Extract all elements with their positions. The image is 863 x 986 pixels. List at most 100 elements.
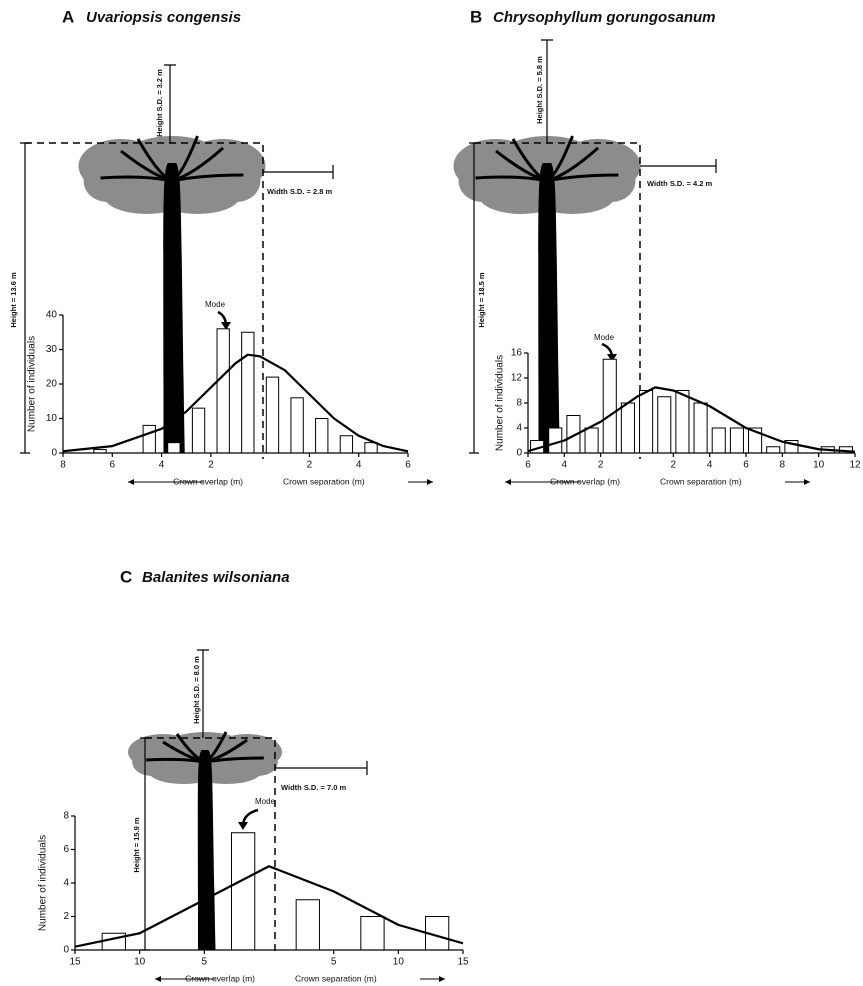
panel-letter: A xyxy=(62,7,74,26)
bar xyxy=(241,331,255,454)
x-tick-label: 5 xyxy=(331,957,337,968)
bar xyxy=(142,424,156,454)
bar xyxy=(101,932,126,951)
width-sd-label: Width S.D. = 7.0 m xyxy=(281,783,346,792)
x-tick-label: 2 xyxy=(307,460,313,471)
fit-curve xyxy=(74,865,464,948)
fit-curve xyxy=(527,386,856,453)
x-tick-label: 15 xyxy=(457,957,469,968)
panel: A Uvariopsis congensis Height = 13.6 m Heig… xyxy=(9,7,433,486)
y-tick-label: 2 xyxy=(63,911,69,922)
y-axis-label: Number of individuals xyxy=(38,835,49,931)
y-tick-label: 40 xyxy=(46,310,58,321)
panel-letter: B xyxy=(470,7,482,26)
y-tick-label: 16 xyxy=(511,348,523,359)
x-tick-label: 4 xyxy=(159,460,165,471)
y-tick-label: 12 xyxy=(511,373,523,384)
x-axis-label-left: Crown overlap (m) xyxy=(173,476,243,486)
height-label: Height = 18.5 m xyxy=(477,272,486,328)
x-axis-label-right: Crown separation (m) xyxy=(295,973,377,983)
x-tick-label: 2 xyxy=(671,460,677,471)
x-axis-label-left: Crown overlap (m) xyxy=(185,973,255,983)
mode-arrow-head xyxy=(607,354,617,362)
bar xyxy=(265,376,280,454)
x-tick-label: 4 xyxy=(562,460,568,471)
fit-curve xyxy=(62,353,409,453)
panel: B Chrysophyllum gorungosanum Height = 18.5… xyxy=(453,7,861,486)
panel-title: Uvariopsis congensis xyxy=(86,9,241,26)
x-axis-label-left: Crown overlap (m) xyxy=(550,476,620,486)
width-sd-bar xyxy=(263,165,334,179)
mode-arrow-head xyxy=(221,322,231,330)
bar xyxy=(729,427,744,454)
y-tick-label: 0 xyxy=(63,945,69,956)
height-sd-bar xyxy=(197,649,209,738)
x-tick-label: 10 xyxy=(134,957,146,968)
y-tick-label: 4 xyxy=(63,878,69,889)
bar xyxy=(766,446,781,454)
bar xyxy=(290,397,304,454)
bar xyxy=(548,427,563,454)
panel-title: Balanites wilsoniana xyxy=(142,569,290,586)
x-tick-label: 6 xyxy=(743,460,749,471)
branch xyxy=(546,173,619,183)
x-tick-label: 8 xyxy=(60,460,66,471)
height-bar xyxy=(20,142,30,454)
y-tick-label: 0 xyxy=(516,448,522,459)
bar xyxy=(711,427,726,454)
panel: C Balanites wilsoniana Height = 15.9 m Heig… xyxy=(38,567,469,983)
y-tick-label: 6 xyxy=(63,844,69,855)
bar xyxy=(339,435,354,454)
width-sd-bar xyxy=(275,761,368,775)
x-axis-label-right: Crown separation (m) xyxy=(283,476,365,486)
x-tick-label: 5 xyxy=(202,957,208,968)
width-sd-label: Width S.D. = 4.2 m xyxy=(647,179,712,188)
width-sd-bar xyxy=(640,159,717,173)
height-label: Height = 13.6 m xyxy=(9,272,18,328)
bar xyxy=(639,390,654,454)
y-axis-label: Number of individuals xyxy=(495,355,506,451)
x-axis-label-right: Crown separation (m) xyxy=(660,476,742,486)
branch xyxy=(100,175,173,183)
mode-label: Mode xyxy=(255,797,276,806)
branch xyxy=(146,757,206,764)
y-axis-label: Number of individuals xyxy=(27,336,38,432)
bar xyxy=(364,442,378,454)
y-tick-label: 0 xyxy=(51,448,57,459)
panel-title: Chrysophyllum gorungosanum xyxy=(493,9,716,26)
x-tick-label: 10 xyxy=(813,460,825,471)
bar xyxy=(230,832,256,951)
mode-label: Mode xyxy=(594,333,615,342)
bar xyxy=(602,358,617,454)
x-tick-label: 6 xyxy=(525,460,531,471)
bar xyxy=(620,402,635,454)
trunk xyxy=(163,163,185,453)
y-tick-label: 10 xyxy=(46,413,58,424)
height-sd-bar xyxy=(541,39,553,143)
y-tick-label: 8 xyxy=(516,398,522,409)
height-sd-label: Height S.D. = 3.2 m xyxy=(155,69,164,137)
x-tick-label: 2 xyxy=(598,460,604,471)
bar xyxy=(657,396,672,454)
bar xyxy=(360,916,385,951)
x-tick-label: 4 xyxy=(707,460,713,471)
x-tick-label: 6 xyxy=(405,460,411,471)
bar xyxy=(167,442,181,454)
mode-label: Mode xyxy=(205,300,226,309)
height-sd-label: Height S.D. = 8.0 m xyxy=(192,656,201,724)
trunk xyxy=(538,163,560,453)
crown-outline xyxy=(474,142,641,459)
mode-arrow-head xyxy=(238,822,248,830)
bar xyxy=(693,402,708,454)
height-sd-label: Height S.D. = 5.8 m xyxy=(535,56,544,124)
x-tick-label: 2 xyxy=(208,460,214,471)
width-sd-label: Width S.D. = 2.8 m xyxy=(267,187,332,196)
y-tick-label: 20 xyxy=(46,379,58,390)
bar xyxy=(216,328,230,454)
height-label: Height = 15.9 m xyxy=(132,817,141,873)
x-tick-label: 12 xyxy=(849,460,861,471)
branch xyxy=(204,756,264,764)
height-bar xyxy=(469,142,479,454)
bar xyxy=(191,407,206,454)
